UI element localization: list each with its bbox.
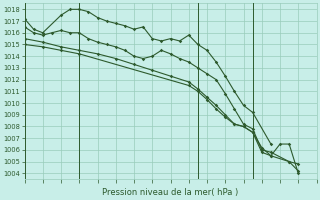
X-axis label: Pression niveau de la mer( hPa ): Pression niveau de la mer( hPa ) [102,188,239,197]
